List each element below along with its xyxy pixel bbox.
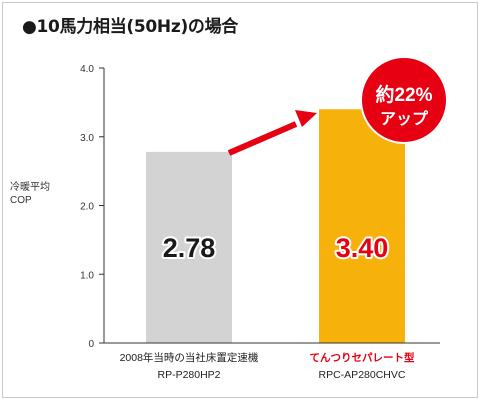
x-category-label-line1: 2008年当時の当社床置定速機 — [120, 351, 259, 364]
x-category-label-line2: RPC-AP280CHVC — [319, 369, 406, 381]
x-category-label-line2: RP-P280HP2 — [157, 369, 220, 381]
bar-tentsuri — [319, 109, 405, 343]
badge-text-up: アップ — [380, 109, 429, 128]
increase-arrow-shaft — [227, 121, 298, 156]
y-tick-label: 0 — [88, 339, 94, 350]
y-axis-label-line2: COP — [10, 195, 32, 206]
bar-value-label: 2.78 — [163, 233, 216, 263]
badge-text-percent: 約22% — [375, 83, 432, 106]
y-tick-label: 1.0 — [80, 270, 94, 281]
x-category-label-line1: てんつりセパレート型 — [310, 351, 415, 364]
y-tick-label: 2.0 — [80, 202, 94, 213]
y-tick-label: 3.0 — [80, 133, 94, 144]
y-axis-label-line1: 冷暖平均 — [10, 180, 50, 193]
bar-value-label: 3.40 — [336, 233, 389, 263]
increase-arrow-head-icon — [295, 110, 317, 127]
bar-2008-model — [146, 151, 232, 343]
increase-badge — [360, 56, 448, 144]
y-tick-label: 4.0 — [80, 64, 94, 75]
chart-title: ●10馬力相当(50Hz)の場合 — [22, 17, 239, 37]
